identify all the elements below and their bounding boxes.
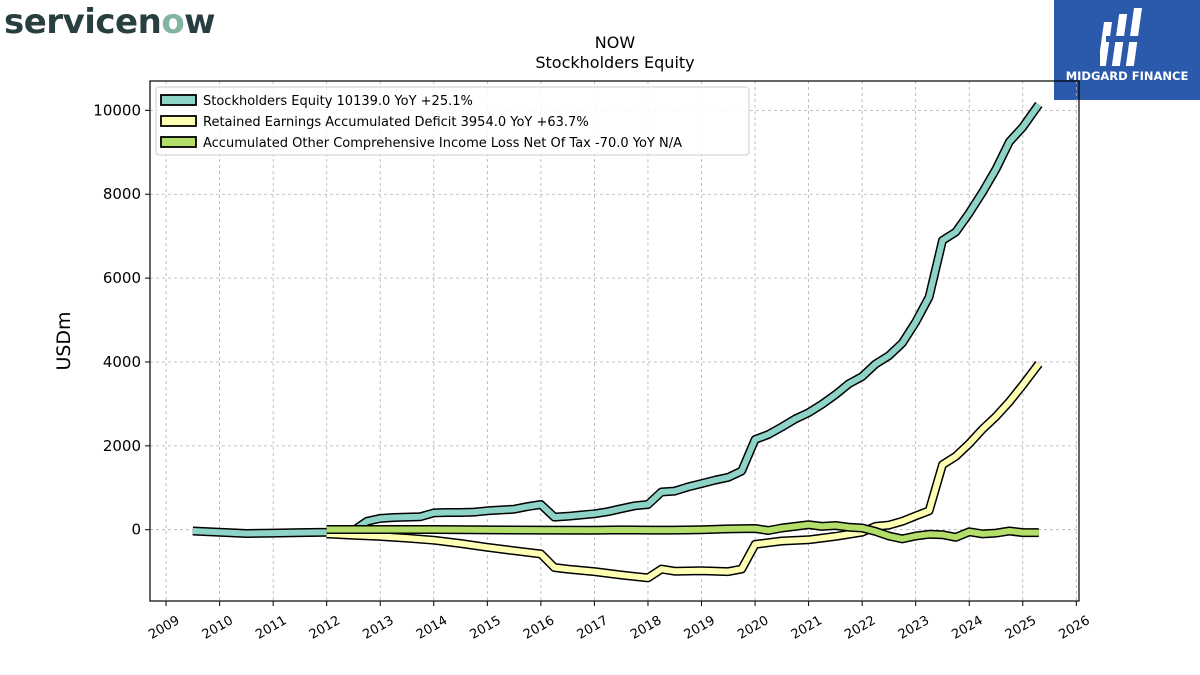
x-tick-label: 2024 <box>949 613 985 643</box>
x-tick-label: 2015 <box>468 613 504 643</box>
servicenow-logo-accent: o <box>161 2 185 42</box>
midgard-finance-logo: MIDGARD FINANCE <box>1054 0 1200 100</box>
y-tick-label: 2000 <box>103 437 141 455</box>
x-tick-label: 2019 <box>682 613 718 643</box>
midgard-logo-text: MIDGARD FINANCE <box>1065 69 1189 83</box>
x-tick-label: 2023 <box>896 613 932 643</box>
x-tick-label: 2014 <box>414 613 450 643</box>
y-tick-label: 8000 <box>103 185 141 203</box>
midgard-emblem-icon <box>1100 8 1142 66</box>
x-tick-label: 2018 <box>628 613 664 643</box>
x-tick-label: 2012 <box>307 613 343 643</box>
legend-label-0: Stockholders Equity 10139.0 YoY +25.1% <box>203 94 473 109</box>
y-tick-label: 6000 <box>103 269 141 287</box>
series-lines <box>192 101 1043 583</box>
legend: Stockholders Equity 10139.0 YoY +25.1% Re… <box>155 86 750 156</box>
series-line-outline-0 <box>192 101 1043 538</box>
legend-label-1: Retained Earnings Accumulated Deficit 39… <box>203 115 589 130</box>
x-tick-label: 2017 <box>575 613 611 643</box>
y-tick-label: 4000 <box>103 353 141 371</box>
series-line-1 <box>326 362 1042 581</box>
servicenow-logo: servicenow <box>4 2 216 42</box>
x-tick-label: 2013 <box>360 613 396 643</box>
legend-swatch-0 <box>160 94 197 106</box>
series-line-2 <box>326 521 1039 542</box>
chart-title: NOW <box>595 33 636 52</box>
y-axis-label: USDm <box>53 311 75 370</box>
x-tick-label: 2026 <box>1056 613 1092 643</box>
x-tick-label: 2021 <box>789 613 825 643</box>
x-tick-label: 2011 <box>253 613 289 643</box>
x-tick-label: 2025 <box>1003 613 1039 643</box>
x-tick-label: 2009 <box>146 613 182 643</box>
axis-ticks: 0 2000 4000 6000 8000 10000 2009 2010 2011 2012 20… <box>93 101 1092 642</box>
chart-subtitle: Stockholders Equity <box>535 53 694 72</box>
x-tick-label: 2016 <box>521 613 557 643</box>
x-tick-label: 2020 <box>735 613 771 643</box>
y-tick-label: 10000 <box>93 101 141 119</box>
legend-swatch-2 <box>160 136 197 148</box>
legend-label-2: Accumulated Other Comprehensive Income L… <box>203 136 682 151</box>
legend-swatch-1 <box>160 115 197 127</box>
servicenow-logo-text: servicenow <box>4 2 216 42</box>
plot-area-frame <box>149 80 1080 602</box>
series-line-0 <box>192 102 1042 537</box>
grid-lines <box>150 81 1079 601</box>
legend-box <box>155 86 750 156</box>
y-tick-label: 0 <box>131 521 141 539</box>
x-tick-label: 2010 <box>200 613 236 643</box>
x-tick-label: 2022 <box>842 613 878 643</box>
